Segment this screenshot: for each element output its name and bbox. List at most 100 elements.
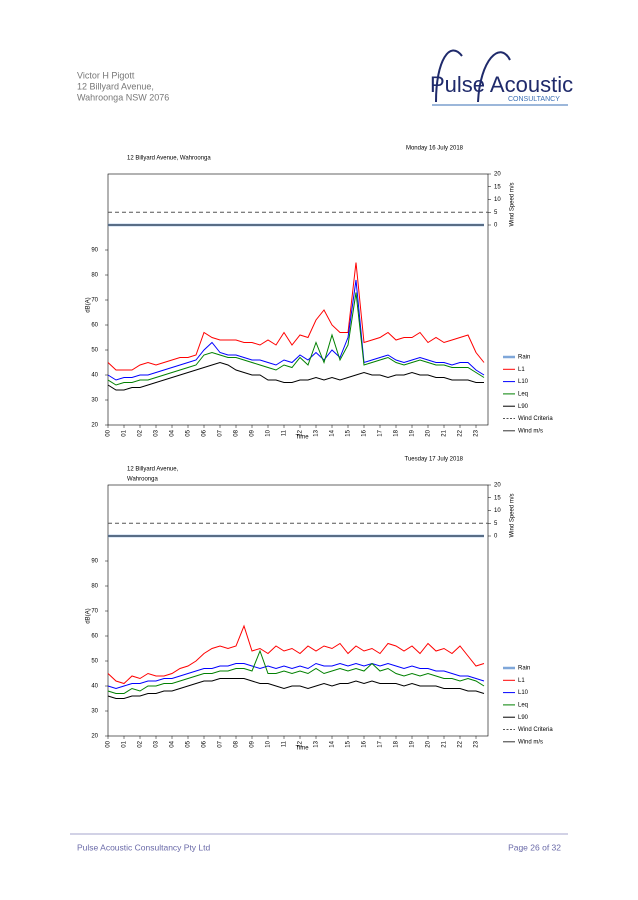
- y2-axis-label: Wind Speed m/s: [510, 493, 516, 537]
- logo-arc: [435, 49, 511, 103]
- y-tick-label: 20: [91, 423, 98, 429]
- x-tick-label: 15: [346, 429, 352, 436]
- x-tick-label: 14: [330, 429, 336, 436]
- x-tick-label: 18: [394, 429, 400, 436]
- y-tick-label: 50: [91, 659, 98, 665]
- x-tick-label: 23: [474, 740, 480, 747]
- legend-label: L10: [518, 690, 529, 696]
- series-line: [107, 649, 485, 694]
- x-tick-label: 08: [234, 429, 240, 436]
- chart-title: 12 Billyard Avenue, Wahroonga: [127, 156, 211, 162]
- chart-subtitle: Monday 16 July 2018: [406, 146, 464, 152]
- x-tick-label: 07: [218, 740, 224, 747]
- x-tick-label: 13: [314, 429, 320, 436]
- y-tick-label: 30: [91, 709, 98, 715]
- chart-subtitle: Tuesday 17 July 2018: [405, 457, 464, 463]
- logo-sub: CONSULTANCY: [508, 96, 560, 103]
- x-tick-label: 03: [154, 429, 160, 436]
- y-axis-label: dB(A): [86, 297, 92, 312]
- x-tick-label: 04: [170, 429, 176, 436]
- x-tick-label: 00: [106, 429, 112, 436]
- x-tick-label: 15: [346, 740, 352, 747]
- series-line: [107, 292, 485, 386]
- y-tick-label: 40: [91, 684, 98, 690]
- x-tick-label: 12: [298, 740, 304, 747]
- x-tick-label: 16: [362, 740, 368, 747]
- x-axis-label: Time: [295, 746, 309, 752]
- x-tick-label: 05: [186, 740, 192, 747]
- x-tick-label: 02: [138, 429, 144, 436]
- x-tick-label: 02: [138, 740, 144, 747]
- x-tick-label: 09: [250, 429, 256, 436]
- y-tick-label: 70: [91, 298, 98, 304]
- y-tick-label: 80: [91, 584, 98, 590]
- x-tick-label: 06: [202, 429, 208, 436]
- x-tick-label: 17: [378, 429, 384, 436]
- series-line: [107, 279, 485, 381]
- y2-tick-label: 0: [494, 534, 498, 540]
- x-tick-label: 18: [394, 740, 400, 747]
- x-tick-label: 17: [378, 740, 384, 747]
- series-line: [107, 678, 485, 699]
- y-tick-label: 60: [91, 323, 98, 329]
- y2-tick-label: 15: [494, 184, 501, 190]
- x-tick-label: 12: [298, 429, 304, 436]
- y-axis-label: dB(A): [86, 608, 92, 623]
- y-tick-label: 80: [91, 273, 98, 279]
- y2-tick-label: 0: [494, 223, 498, 229]
- x-tick-label: 11: [282, 429, 288, 436]
- x-tick-label: 19: [410, 740, 416, 747]
- legend-label: L90: [518, 404, 529, 410]
- y-tick-label: 90: [91, 248, 98, 254]
- x-tick-label: 19: [410, 429, 416, 436]
- legend-label: Leq: [518, 702, 528, 708]
- legend-label: Rain: [518, 355, 530, 361]
- legend-label: L10: [518, 379, 529, 385]
- logo-text: Pulse Acoustic: [430, 72, 573, 97]
- series-line: [107, 262, 485, 371]
- series-line: [107, 662, 485, 690]
- y-tick-label: 30: [91, 398, 98, 404]
- y-tick-label: 50: [91, 348, 98, 354]
- series-line: [107, 624, 485, 685]
- footer-page: Page 26 of 32: [508, 842, 561, 852]
- x-tick-label: 10: [266, 429, 272, 436]
- x-tick-label: 06: [202, 740, 208, 747]
- address-line: Victor H Pigott: [77, 70, 135, 80]
- x-tick-label: 04: [170, 740, 176, 747]
- x-tick-label: 10: [266, 740, 272, 747]
- x-tick-label: 05: [186, 429, 192, 436]
- y-tick-label: 20: [91, 734, 98, 740]
- y2-tick-label: 5: [494, 210, 498, 216]
- chart-title: 12 Billyard Avenue,: [127, 467, 179, 473]
- legend-label: Wind m/s: [518, 428, 543, 434]
- y2-tick-label: 10: [494, 508, 501, 514]
- y-tick-label: 60: [91, 634, 98, 640]
- x-tick-label: 23: [474, 429, 480, 436]
- legend-label: L1: [518, 367, 525, 373]
- y-tick-label: 90: [91, 559, 98, 565]
- legend-label: Wind Criteria: [518, 416, 553, 422]
- x-tick-label: 11: [282, 740, 288, 747]
- y2-tick-label: 5: [494, 521, 498, 527]
- y2-tick-label: 20: [494, 483, 501, 489]
- x-tick-label: 09: [250, 740, 256, 747]
- legend-label: Wind Criteria: [518, 727, 553, 733]
- x-tick-label: 13: [314, 740, 320, 747]
- x-tick-label: 08: [234, 740, 240, 747]
- y2-axis-label: Wind Speed m/s: [510, 182, 516, 226]
- y2-tick-label: 20: [494, 172, 501, 178]
- x-tick-label: 01: [122, 740, 128, 747]
- legend-label: L1: [518, 678, 525, 684]
- x-tick-label: 14: [330, 740, 336, 747]
- x-tick-label: 01: [122, 429, 128, 436]
- plot-frame: [107, 173, 489, 426]
- plot-frame: [107, 484, 489, 737]
- y2-tick-label: 15: [494, 495, 501, 501]
- x-tick-label: 07: [218, 429, 224, 436]
- x-tick-label: 22: [458, 429, 464, 436]
- x-tick-label: 21: [442, 429, 448, 436]
- legend-label: L90: [518, 715, 529, 721]
